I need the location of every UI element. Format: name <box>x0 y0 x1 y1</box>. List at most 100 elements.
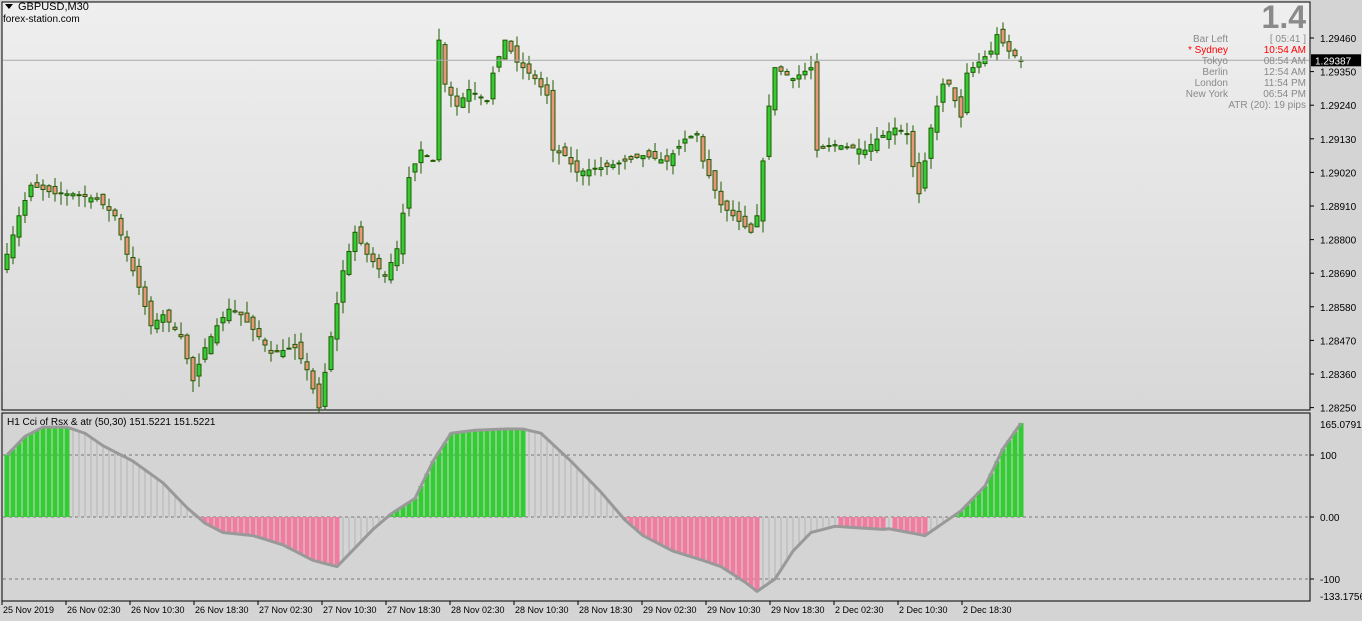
cci-bar <box>904 517 910 533</box>
candle-body <box>304 361 310 371</box>
candle <box>106 198 112 222</box>
candle-body <box>46 185 52 193</box>
cci-bar <box>400 506 406 517</box>
candle <box>898 124 904 135</box>
candle <box>64 189 70 206</box>
candle-body <box>712 170 718 191</box>
candle-body <box>148 300 154 327</box>
candle <box>796 65 802 88</box>
candle <box>226 298 232 324</box>
candle <box>148 296 154 335</box>
time-tick-label: 29 Nov 02:30 <box>643 605 697 615</box>
candle-body <box>352 231 358 253</box>
cci-bar <box>484 429 490 517</box>
candle <box>376 254 382 279</box>
candle-body <box>442 44 448 85</box>
candle <box>622 154 628 170</box>
candle <box>424 153 430 158</box>
time-tick-label: 27 Nov 10:30 <box>323 605 377 615</box>
candle <box>382 271 388 283</box>
cci-bar <box>310 517 316 561</box>
candle <box>706 149 712 179</box>
candle <box>478 94 484 106</box>
time-axis: 25 Nov 2019 26 Nov 02:30 26 Nov 10:30 26 No… <box>1 601 1012 615</box>
candle <box>418 141 424 174</box>
candle <box>178 322 184 340</box>
candle-body <box>346 251 352 275</box>
cci-bar <box>96 441 98 517</box>
cci-bar <box>712 517 718 565</box>
candle <box>934 95 940 141</box>
candle <box>748 222 754 234</box>
cci-bar <box>546 438 548 517</box>
candle <box>70 191 76 200</box>
candle <box>952 87 958 108</box>
cci-bar <box>664 517 670 548</box>
price-tick-label: 1.28910 <box>1320 202 1357 213</box>
candle <box>220 311 226 332</box>
candle <box>286 337 292 350</box>
candle <box>592 159 598 176</box>
candle <box>490 66 496 105</box>
candle-body <box>622 158 628 162</box>
cci-bar <box>472 430 478 517</box>
price-window <box>1 1 1311 411</box>
cci-bar <box>558 450 560 517</box>
candle <box>346 243 352 277</box>
candle-body <box>598 167 604 170</box>
candle <box>202 338 208 363</box>
cci-bar <box>412 498 418 517</box>
candle-body <box>910 130 916 168</box>
chart-title[interactable]: GBPUSD,M30 <box>5 2 89 13</box>
time-tick-label: 28 Nov 18:30 <box>579 605 633 615</box>
atr-row: ATR (20): 19 pips <box>1228 100 1306 111</box>
time-tick-label: 2 Dec 10:30 <box>899 605 948 615</box>
cci-bar <box>688 517 694 557</box>
cci-bar <box>988 473 994 517</box>
candle <box>568 146 574 173</box>
candle <box>256 320 262 340</box>
candle-body <box>268 349 274 354</box>
candle-body <box>916 162 922 195</box>
candle-body <box>952 87 958 102</box>
candle-body <box>670 153 676 167</box>
candle-body <box>580 170 586 177</box>
candle <box>718 181 724 213</box>
cci-bar <box>466 430 472 517</box>
cci-line <box>5 422 1023 594</box>
candle <box>634 153 640 160</box>
cci-bar <box>724 517 730 571</box>
candle <box>670 149 676 175</box>
cci-bar <box>132 461 134 517</box>
cci-bar <box>786 517 788 561</box>
candle-body <box>832 144 838 147</box>
cci-bar <box>4 455 10 517</box>
cci-bar <box>208 517 214 527</box>
cci-bar <box>1006 440 1012 517</box>
cci-bar <box>144 469 146 517</box>
cci-bar <box>298 517 304 555</box>
candle <box>238 311 244 326</box>
candle-body <box>718 190 724 206</box>
candle-body <box>706 159 712 177</box>
candle-body <box>178 334 184 338</box>
candle <box>886 122 892 149</box>
candle-body <box>370 253 376 263</box>
candle-body <box>634 153 640 158</box>
cci-bar <box>244 517 250 535</box>
cci-bar <box>418 486 424 517</box>
cci-bar <box>576 467 578 517</box>
price-tick-label: 1.28360 <box>1320 370 1357 381</box>
time-tick-label: 26 Nov 02:30 <box>67 605 121 615</box>
candle-body <box>418 149 424 164</box>
cci-bar <box>46 427 52 517</box>
candle-body <box>778 66 784 72</box>
info-row: Berlin 12:54 AM <box>1202 67 1306 78</box>
candle-body <box>742 215 748 228</box>
candle-body <box>628 155 634 160</box>
candle <box>40 179 46 201</box>
candle-body <box>958 96 964 118</box>
triangle-down-icon[interactable] <box>5 4 13 9</box>
candle-body <box>34 182 40 188</box>
